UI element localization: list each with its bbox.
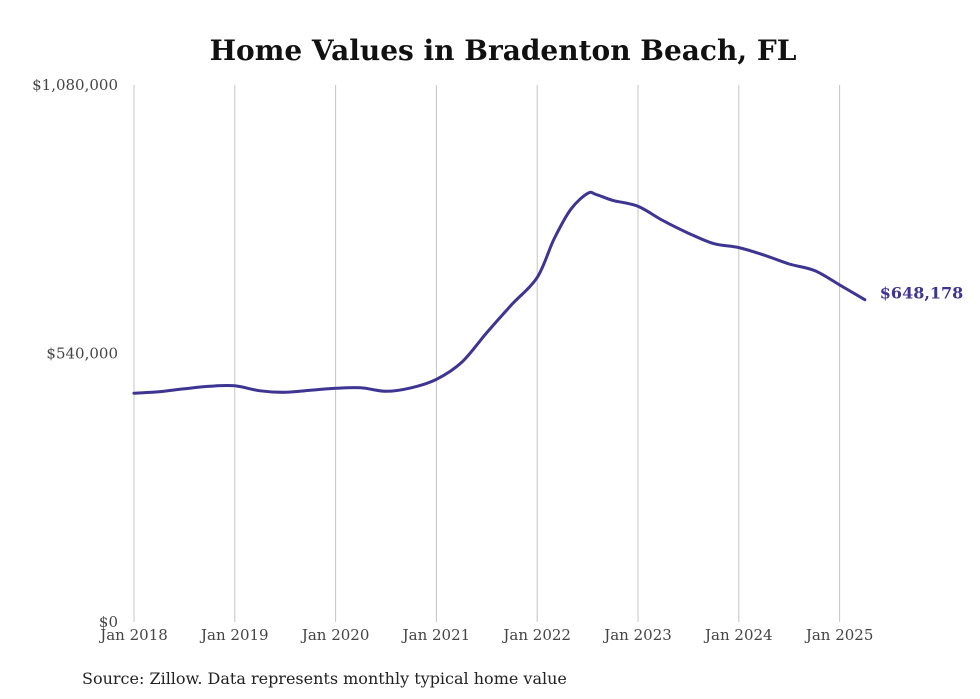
end-value-label: $648,178 bbox=[880, 284, 964, 303]
x-tick-label: Jan 2025 bbox=[804, 626, 874, 644]
series-line bbox=[132, 190, 867, 395]
x-tick-label: Jan 2023 bbox=[602, 626, 672, 644]
x-axis-ticks: Jan 2018 Jan 2019 Jan 2020 Jan 2021 Jan 2022… bbox=[98, 626, 873, 644]
y-tick-label: $1,080,000 bbox=[32, 76, 118, 94]
x-tick-label: Jan 2018 bbox=[98, 626, 168, 644]
x-tick-label: Jan 2019 bbox=[199, 626, 269, 644]
x-tick-label: Jan 2022 bbox=[501, 626, 571, 644]
y-tick-label: $0 bbox=[99, 613, 118, 631]
chart-title: Home Values in Bradenton Beach, FL bbox=[210, 34, 797, 67]
y-tick-label: $540,000 bbox=[46, 345, 118, 363]
gridlines bbox=[133, 85, 841, 622]
source-note: Source: Zillow. Data represents monthly … bbox=[82, 669, 567, 688]
x-tick-label: Jan 2024 bbox=[703, 626, 773, 644]
x-tick-label: Jan 2021 bbox=[401, 626, 471, 644]
x-tick-label: Jan 2020 bbox=[300, 626, 370, 644]
y-axis-ticks: $0 $540,000 $1,080,000 bbox=[32, 76, 118, 631]
